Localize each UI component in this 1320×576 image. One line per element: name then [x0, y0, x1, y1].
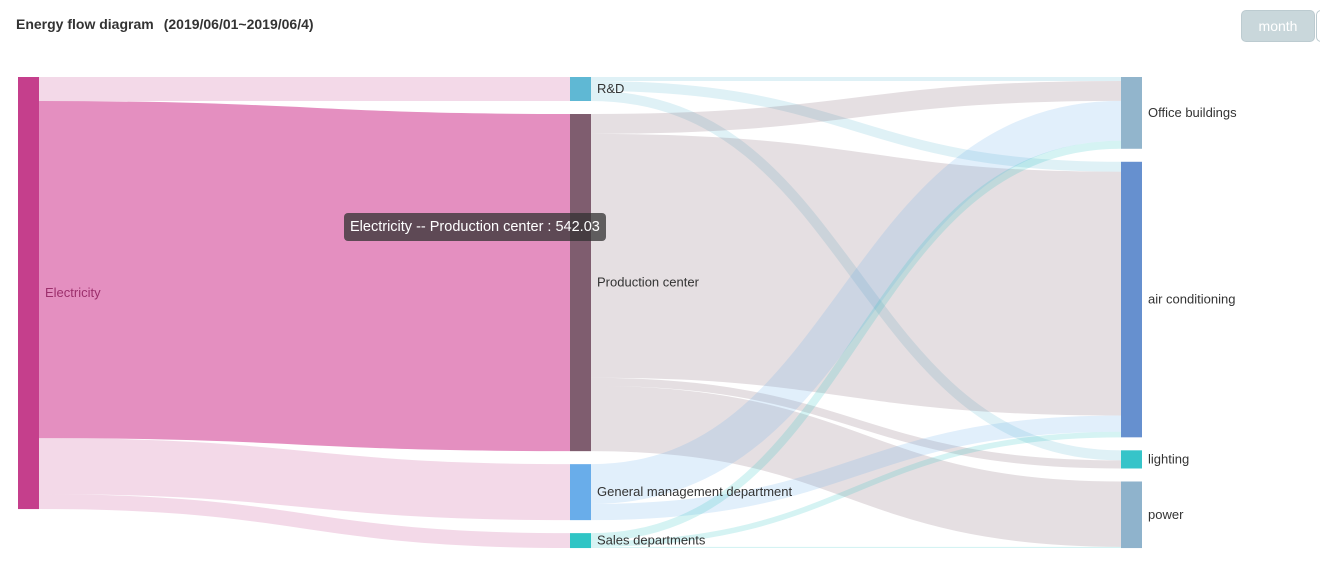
node-label: General management department [597, 484, 793, 499]
node-production-center[interactable] [570, 114, 591, 452]
link-12[interactable] [590, 415, 1122, 521]
link-13[interactable] [590, 140, 1122, 542]
link-8[interactable] [590, 133, 1122, 416]
link-9[interactable] [590, 377, 1122, 469]
node-lighting[interactable] [1121, 450, 1142, 469]
node-electricity[interactable] [18, 77, 39, 510]
next-button[interactable] [1316, 10, 1320, 42]
link-1[interactable] [38, 101, 571, 452]
node-sales-departments[interactable] [570, 533, 591, 549]
tooltip: Electricity -- Production center : 542.0… [344, 213, 606, 241]
title-text: Energy flow diagram [16, 16, 154, 32]
node-label: R&D [597, 81, 624, 96]
link-11[interactable] [590, 100, 1122, 504]
node-label: lighting [1148, 451, 1189, 466]
node-label: Electricity [45, 285, 101, 300]
node-label: power [1148, 507, 1184, 522]
node-office-buildings[interactable] [1121, 77, 1142, 149]
link-10[interactable] [590, 385, 1122, 547]
node-power[interactable] [1121, 481, 1142, 549]
node-label: Production center [597, 275, 700, 290]
node-r-d[interactable] [570, 77, 591, 102]
link-7[interactable] [590, 80, 1122, 134]
node-label: air conditioning [1148, 292, 1235, 307]
node-label: Sales departments [597, 533, 706, 548]
link-6[interactable] [590, 90, 1122, 461]
link-2[interactable] [38, 438, 571, 521]
node-label: Office buildings [1148, 105, 1237, 120]
node-air-conditioning[interactable] [1121, 161, 1142, 438]
node-general-management-department[interactable] [570, 464, 591, 521]
date-range: (2019/06/01~2019/06/4) [163, 16, 314, 32]
link-3[interactable] [38, 494, 571, 549]
month-button[interactable]: month [1241, 10, 1315, 42]
chart-title: Energy flow diagram (2019/06/01~2019/06/4… [16, 16, 314, 32]
link-5[interactable] [590, 80, 1122, 172]
link-14[interactable] [590, 431, 1122, 547]
